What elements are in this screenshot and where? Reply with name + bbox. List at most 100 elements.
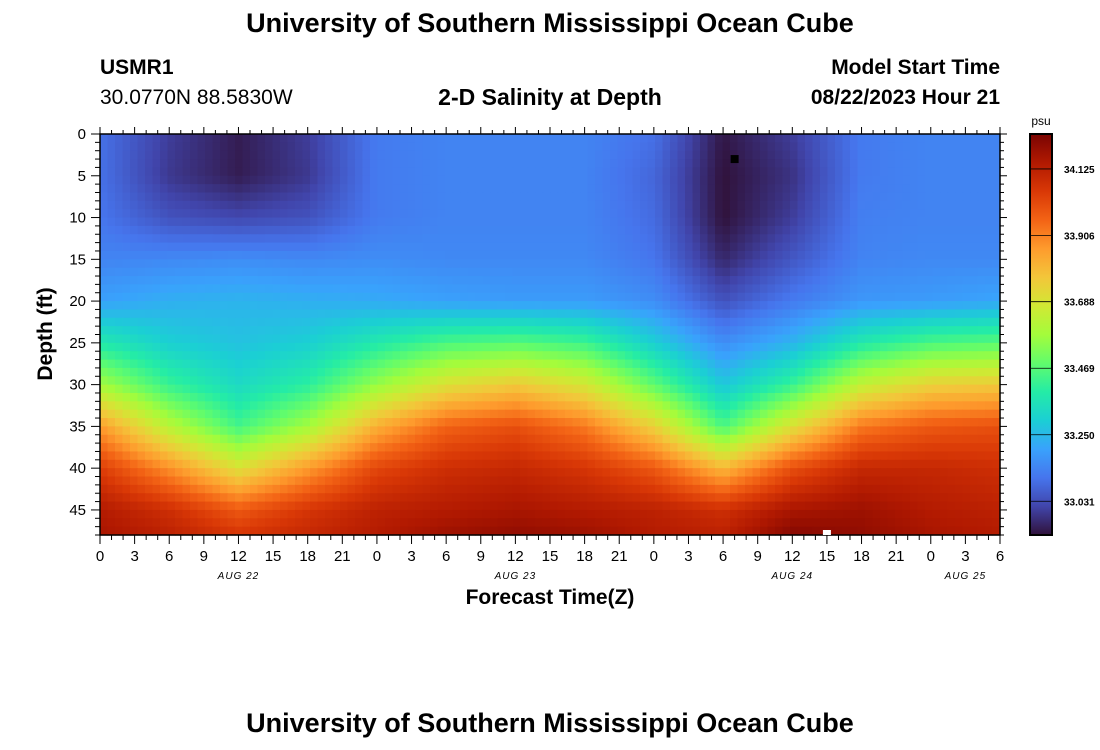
heatmap-cell [625, 159, 634, 169]
heatmap-cell [430, 192, 439, 202]
heatmap-cell [985, 159, 994, 169]
heatmap-cell [505, 476, 514, 486]
heatmap-cell [602, 309, 611, 319]
heatmap-cell [887, 351, 896, 361]
heatmap-cell [992, 167, 1001, 177]
heatmap-cell [962, 209, 971, 219]
heatmap-cell [805, 401, 814, 411]
heatmap-cell [595, 434, 604, 444]
heatmap-cell [880, 459, 889, 469]
heatmap-cell [272, 476, 281, 486]
heatmap-cell [137, 234, 146, 244]
heatmap-cell [302, 217, 311, 227]
heatmap-cell [685, 326, 694, 336]
heatmap-cell [317, 192, 326, 202]
heatmap-cell [295, 150, 304, 160]
heatmap-cell [370, 234, 379, 244]
heatmap-cell [115, 276, 124, 285]
heatmap-cell [940, 134, 949, 143]
heatmap-cell [407, 359, 416, 369]
heatmap-cell [640, 376, 649, 386]
heatmap-cell [325, 159, 334, 169]
heatmap-cell [842, 309, 851, 319]
heatmap-cell [962, 242, 971, 252]
heatmap-cell [602, 292, 611, 302]
heatmap-cell [670, 342, 679, 352]
heatmap-cell [250, 284, 259, 294]
heatmap-cell [505, 284, 514, 294]
heatmap-cell [385, 284, 394, 294]
heatmap-cell [700, 409, 709, 419]
heatmap-cell [302, 351, 311, 361]
heatmap-cell [887, 184, 896, 194]
heatmap-cell [932, 217, 941, 227]
heatmap-cell [227, 175, 236, 185]
heatmap-cell [317, 476, 326, 486]
heatmap-cell [805, 292, 814, 302]
heatmap-cell [910, 401, 919, 411]
heatmap-cell [655, 134, 664, 143]
heatmap-cell [625, 150, 634, 160]
heatmap-cell [902, 292, 911, 302]
heatmap-cell [767, 443, 776, 453]
heatmap-cell [887, 309, 896, 319]
heatmap-cell [400, 317, 409, 327]
heatmap-cell [947, 401, 956, 411]
heatmap-cell [100, 142, 109, 152]
heatmap-cell [482, 451, 491, 461]
heatmap-cell [422, 351, 431, 361]
heatmap-cell [460, 259, 469, 269]
heatmap-cell [985, 418, 994, 427]
heatmap-cell [325, 351, 334, 361]
heatmap-cell [842, 259, 851, 269]
heatmap-cell [505, 426, 514, 436]
heatmap-cell [100, 259, 109, 269]
heatmap-cell [962, 334, 971, 344]
heatmap-cell [572, 418, 581, 427]
heatmap-cell [160, 409, 169, 419]
heatmap-cell [392, 401, 401, 411]
heatmap-cell [685, 384, 694, 394]
heatmap-cell [370, 317, 379, 327]
heatmap-cell [347, 301, 356, 311]
heatmap-cell [445, 359, 454, 369]
heatmap-cell [160, 292, 169, 302]
heatmap-cell [385, 292, 394, 302]
heatmap-cell [580, 342, 589, 352]
heatmap-cell [902, 401, 911, 411]
heatmap-cell [235, 384, 244, 394]
heatmap-cell [445, 234, 454, 244]
heatmap-cell [400, 284, 409, 294]
heatmap-cell [737, 376, 746, 386]
heatmap-cell [670, 367, 679, 377]
heatmap-cell [437, 225, 446, 235]
heatmap-cell [880, 259, 889, 269]
heatmap-cell [752, 301, 761, 311]
heatmap-cell [280, 134, 289, 143]
heatmap-cell [460, 476, 469, 486]
heatmap-cell [745, 418, 754, 427]
heatmap-cell [902, 351, 911, 361]
heatmap-cell [655, 418, 664, 427]
heatmap-cell [565, 459, 574, 469]
heatmap-cell [535, 359, 544, 369]
heatmap-cell [272, 451, 281, 461]
heatmap-cell [407, 426, 416, 436]
heatmap-cell [790, 451, 799, 461]
heatmap-cell [580, 250, 589, 260]
heatmap-cell [190, 392, 199, 402]
heatmap-cell [152, 392, 161, 402]
heatmap-cell [632, 250, 641, 260]
heatmap-cell [220, 292, 229, 302]
heatmap-cell [977, 217, 986, 227]
heatmap-cell [752, 167, 761, 177]
heatmap-cell [227, 200, 236, 210]
heatmap-cell [362, 468, 371, 478]
heatmap-cell [152, 384, 161, 394]
heatmap-cell [167, 359, 176, 369]
heatmap-cell [895, 184, 904, 194]
heatmap-cell [970, 292, 979, 302]
heatmap-cell [677, 175, 686, 185]
heatmap-cell [122, 309, 131, 319]
heatmap-cell [520, 225, 529, 235]
